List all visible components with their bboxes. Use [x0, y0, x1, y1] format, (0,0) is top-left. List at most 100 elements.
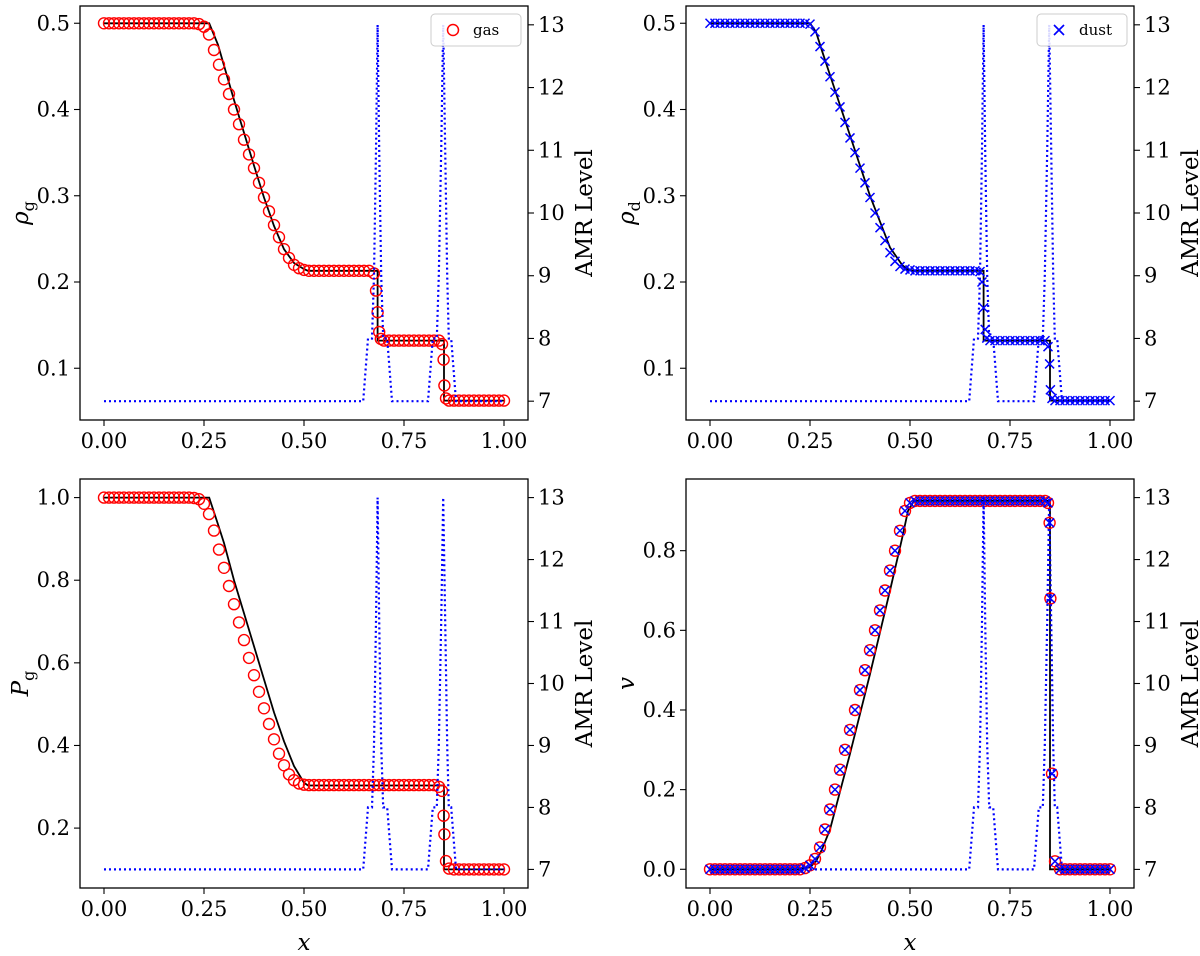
gas-point [382, 334, 396, 347]
plot-frame [685, 5, 1135, 421]
gas-point [97, 17, 111, 30]
analytic-solution-line [710, 22, 1110, 402]
gas-point [352, 778, 366, 792]
y2-tick-label: 13 [1144, 13, 1171, 37]
y2-tick-label: 10 [1144, 672, 1171, 696]
gas-point [848, 703, 862, 717]
gas-point [167, 491, 181, 504]
y2-tick-label: 7 [538, 389, 551, 413]
gas-point [457, 394, 471, 407]
gas-point [487, 394, 501, 407]
gas-point [858, 664, 872, 677]
y-tick-label: 0.4 [643, 698, 676, 722]
gas-point [462, 394, 476, 407]
y-tick-label: 0.3 [37, 184, 70, 208]
gas-point [402, 778, 416, 792]
gas-point [257, 191, 271, 204]
gas-point [883, 564, 897, 577]
gas-point [157, 491, 171, 504]
y-axis-subscript: d [625, 201, 644, 211]
gas-point [417, 778, 431, 792]
legend: gas [430, 13, 522, 47]
gas-point [292, 777, 306, 790]
gas-point [439, 392, 453, 405]
gas-point [808, 852, 822, 866]
gas-point [387, 334, 401, 347]
gas-point [247, 161, 261, 175]
gas-point [117, 491, 131, 504]
y2-tick-label: 12 [1144, 76, 1171, 100]
analytic-solution-line [104, 496, 504, 871]
gas-point [412, 778, 426, 792]
dust-point [859, 177, 871, 188]
dust-point [819, 824, 831, 835]
gas-point [317, 264, 331, 277]
y-axis-label: v [614, 677, 640, 690]
gas-point [417, 334, 431, 347]
gas-point [97, 491, 111, 504]
gas-point [377, 778, 391, 792]
panel-gas-density: 0.00 0.25 0.50 0.75 1.00 0.1 0.2 0.3 0.4 0.5 7 8 9 10… [8, 5, 598, 453]
gas-point [132, 491, 146, 504]
x-tick-label: 1.00 [481, 429, 528, 453]
x-tick-label: 0.00 [687, 429, 734, 453]
gas-point [112, 17, 126, 30]
gas-point [868, 624, 882, 637]
gas-point [427, 334, 441, 347]
x-tick-label: 1.00 [1087, 429, 1134, 453]
gas-point [307, 778, 321, 792]
gas-point [242, 148, 256, 161]
gas-point [402, 334, 416, 347]
x-tick-label: 0.50 [887, 429, 934, 453]
gas-point [272, 230, 286, 244]
gas-point [432, 780, 446, 793]
dust-point [874, 605, 886, 616]
y-tick-label: 1.0 [37, 486, 70, 510]
gas-point [232, 616, 246, 629]
y-tick-label: 0.8 [37, 568, 70, 592]
dust-point [834, 101, 846, 112]
dust-point [849, 704, 861, 716]
legend-gas-marker [446, 23, 460, 37]
y2-axis-label: AMR Level [572, 620, 598, 749]
gas-point [172, 491, 186, 504]
gas-point [357, 778, 371, 792]
y-tick-label: 0.1 [37, 356, 70, 380]
y-tick-label: 0.4 [37, 98, 70, 122]
gas-point [317, 778, 331, 792]
gas-point [843, 723, 857, 737]
dust-point [1042, 497, 1054, 508]
y-axis-label: ρg [8, 201, 38, 226]
gas-point [367, 778, 381, 792]
gas-point [893, 524, 907, 537]
gas-point [1045, 767, 1059, 780]
gas-point [407, 334, 421, 347]
y-axis-subscript: g [19, 671, 38, 681]
gas-point [439, 854, 453, 868]
x-tick-label: 0.75 [987, 429, 1034, 453]
dust-point [814, 41, 826, 52]
dust-point [844, 724, 856, 735]
gas-point [372, 778, 386, 792]
y-tick-label: 0.2 [37, 816, 70, 840]
panel-velocity: 0.00 0.25 0.50 0.75 1.00 0.0 0.2 0.4 0.6 0.8 7 8 9 10… [614, 478, 1200, 956]
x-tick-label: 1.00 [1087, 897, 1134, 921]
plot-frame [685, 478, 1135, 889]
gas-point [863, 644, 877, 657]
y-tick-label: 0.6 [643, 618, 676, 642]
y2-tick-label: 12 [1144, 548, 1171, 572]
y-tick-label: 0.8 [643, 539, 676, 563]
y2-tick-label: 8 [1144, 795, 1157, 819]
gas-point [167, 17, 181, 30]
gas-point [272, 747, 286, 760]
y2-tick-label: 7 [1144, 389, 1157, 413]
gas-point [222, 87, 236, 101]
gas-point [297, 263, 311, 277]
gas-point [438, 379, 451, 392]
legend-label: gas [473, 21, 499, 39]
gas-point [838, 743, 852, 756]
gas-point [107, 491, 121, 504]
x-tick-label: 0.00 [687, 897, 734, 921]
gas-point [823, 803, 837, 816]
gas-point [297, 778, 311, 791]
